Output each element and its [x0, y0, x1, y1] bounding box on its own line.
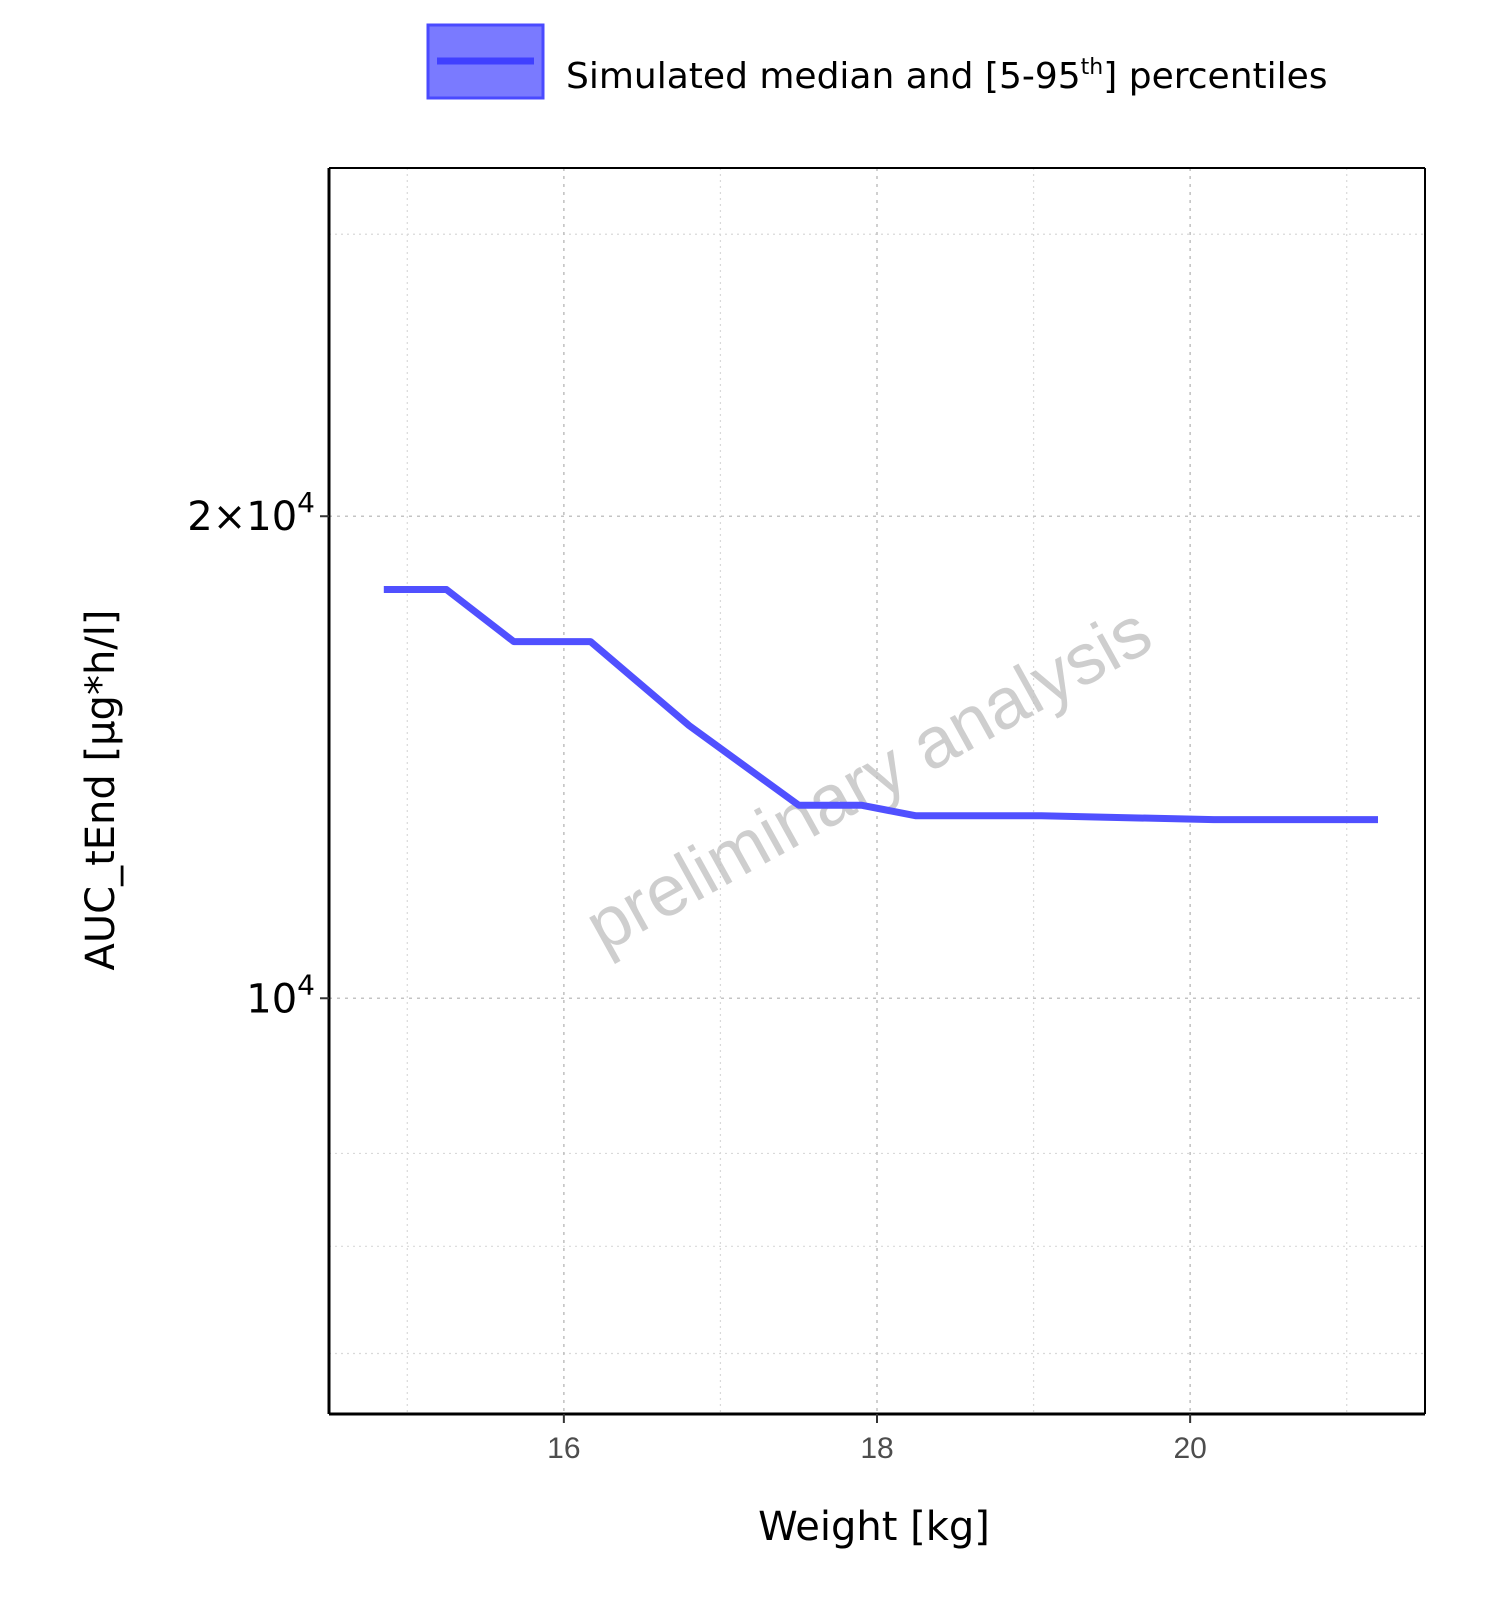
x-tick-label: 18 [860, 1432, 893, 1465]
legend-label: Simulated median and [5-95th] percentile… [566, 55, 1328, 97]
grid-lines [329, 168, 1425, 1414]
ticks: 16 18 20 104 2×104 [187, 486, 1207, 1465]
series-line-median [383, 586, 1378, 824]
y-axis-title: AUC_tEnd [µg*h/l] [78, 610, 124, 971]
x-tick-label: 20 [1173, 1432, 1206, 1465]
x-tick-label: 16 [547, 1432, 580, 1465]
watermark: preliminary analysis [572, 591, 1164, 967]
y-tick-label: 104 [246, 968, 315, 1022]
legend: Simulated median and [5-95th] percentile… [426, 23, 1328, 100]
series-layer [383, 586, 1378, 824]
y-tick-label: 2×104 [187, 486, 315, 540]
x-axis-title: Weight [kg] [758, 1504, 990, 1550]
